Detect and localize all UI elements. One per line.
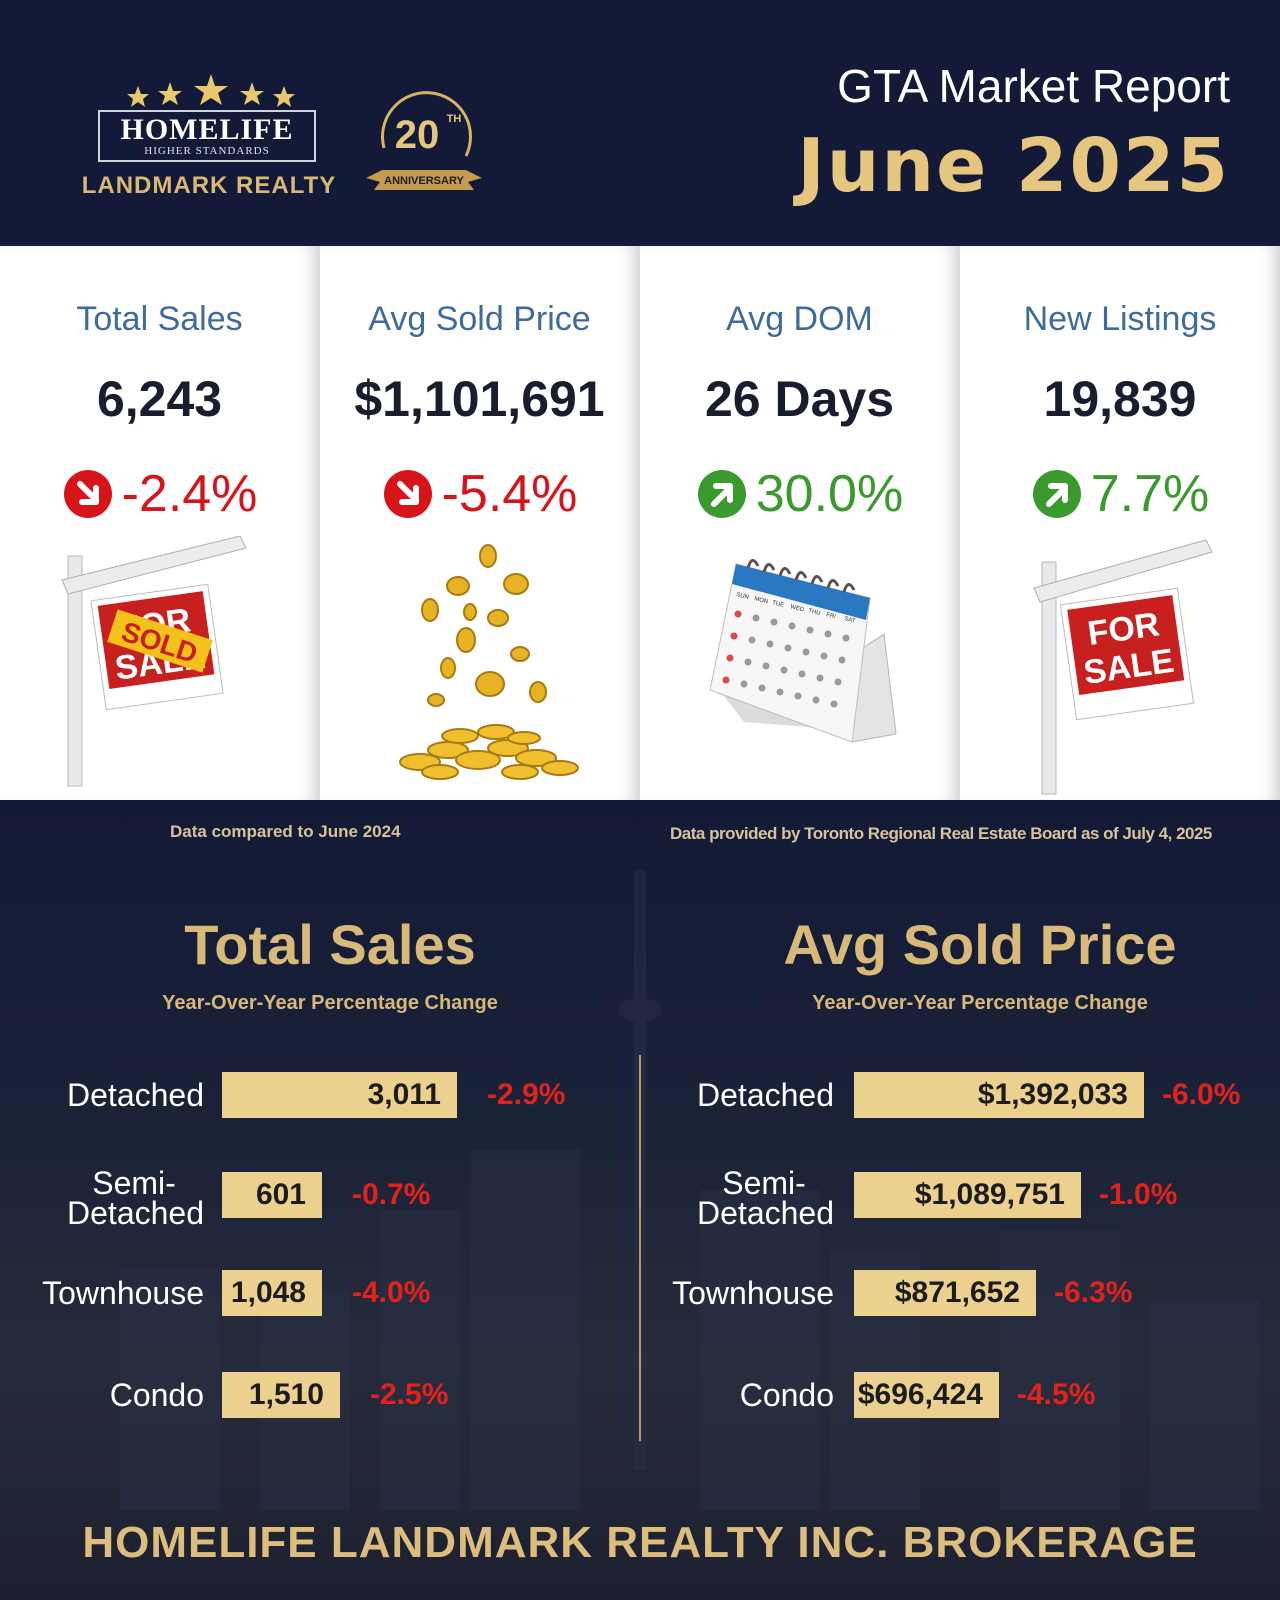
report-period: June 2025 bbox=[797, 123, 1230, 209]
bar-category-label: Semi- Detached bbox=[697, 1165, 834, 1231]
kpi-card-new-listings: New Listings 19,839 7.7% FOR SALE bbox=[960, 246, 1280, 800]
calendar-illustration: SUN MON TUE WED THU FRI SAT bbox=[709, 559, 897, 743]
kpi-label: Avg Sold Price bbox=[368, 300, 591, 338]
anniversary-label: ANNIVERSARY bbox=[384, 175, 464, 187]
sales-chart-subtitle: Year-Over-Year Percentage Change bbox=[162, 992, 498, 1014]
stars-icon bbox=[127, 74, 295, 107]
kpi-change: 30.0% bbox=[640, 464, 959, 524]
comparison-note: Data compared to June 2024 bbox=[170, 822, 401, 841]
bar: $1,089,751 bbox=[854, 1172, 1081, 1218]
report-title: GTA Market Report bbox=[837, 60, 1230, 112]
cal-day: WED bbox=[790, 604, 806, 613]
cal-day: SAT bbox=[844, 616, 857, 625]
homelife-logo: HOMELIFE HIGHER STANDARDS LANDMARK REALT… bbox=[64, 72, 354, 202]
gold-coins-illustration bbox=[399, 544, 579, 780]
bar-change-label: -6.0% bbox=[1162, 1078, 1241, 1111]
kpi-change-value: 30.0% bbox=[755, 465, 904, 523]
kpi-value: 19,839 bbox=[1043, 371, 1197, 427]
title-block: GTA Market Report June 2025 bbox=[710, 60, 1230, 212]
bar-category-label: Detached bbox=[697, 1077, 834, 1113]
bar-category-label: Townhouse bbox=[672, 1275, 834, 1311]
brokerage-footer: HOMELIFE LANDMARK REALTY INC. BROKERAGE bbox=[82, 1518, 1198, 1567]
bar: 3,011 bbox=[222, 1072, 457, 1118]
bar-category-label: Detached bbox=[67, 1077, 204, 1113]
kpi-change-value: -2.4% bbox=[121, 465, 258, 523]
bar-change-label: -0.7% bbox=[352, 1178, 431, 1211]
bar-change-label: -2.5% bbox=[370, 1378, 449, 1411]
cal-day: FRI bbox=[826, 612, 837, 620]
up-arrow-icon bbox=[1032, 470, 1081, 518]
bar-category-label: Condo bbox=[739, 1377, 834, 1413]
kpi-change-value: 7.7% bbox=[1090, 465, 1210, 523]
up-arrow-icon bbox=[697, 470, 746, 518]
bar-category-label: Condo bbox=[109, 1377, 204, 1413]
brand-box: HOMELIFE HIGHER STANDARDS bbox=[98, 110, 316, 162]
sales-chart-title: Total Sales bbox=[184, 913, 476, 976]
kpi-card-avg-dom: Avg DOM 26 Days 30.0% SUN MON TUE WED TH… bbox=[640, 246, 960, 800]
bar: $696,424 bbox=[854, 1372, 999, 1418]
kpi-label: Avg DOM bbox=[726, 300, 873, 338]
brand-tagline: HIGHER STANDARDS bbox=[144, 145, 270, 157]
bar: $871,652 bbox=[854, 1270, 1036, 1316]
bar: $1,392,033 bbox=[854, 1072, 1144, 1118]
cal-day: SUN bbox=[736, 592, 750, 601]
kpi-change: -2.4% bbox=[0, 464, 319, 524]
cal-day: TUE bbox=[772, 600, 785, 609]
price-chart-title: Avg Sold Price bbox=[783, 913, 1177, 976]
anniversary-suffix: TH bbox=[447, 113, 462, 125]
kpi-cards: Total Sales 6,243 -2.4% FOR SALE SOLD Av… bbox=[0, 246, 1280, 800]
bar: 1,048 bbox=[222, 1270, 322, 1316]
bar: 1,510 bbox=[222, 1372, 340, 1418]
for-sale-sign-illustration: FOR SALE bbox=[1033, 539, 1213, 795]
down-arrow-icon bbox=[383, 470, 432, 518]
anniversary-number: 20 bbox=[395, 113, 440, 157]
header: HOMELIFE HIGHER STANDARDS LANDMARK REALT… bbox=[0, 0, 1280, 244]
bar-change-label: -2.9% bbox=[487, 1078, 566, 1111]
brand-office: LANDMARK REALTY bbox=[81, 172, 337, 199]
brand-name: HOMELIFE bbox=[120, 113, 294, 146]
bar-change-label: -4.5% bbox=[1017, 1378, 1096, 1411]
chart-divider bbox=[639, 1055, 641, 1441]
anniversary-badge: 20 TH ANNIVERSARY bbox=[366, 91, 482, 190]
kpi-value: $1,101,691 bbox=[354, 371, 605, 427]
bar-change-label: -4.0% bbox=[352, 1276, 431, 1309]
kpi-value: 6,243 bbox=[96, 371, 223, 427]
sold-sign-illustration: FOR SALE SOLD bbox=[61, 536, 247, 787]
kpi-label: New Listings bbox=[1023, 300, 1217, 338]
bar-change-label: -1.0% bbox=[1099, 1178, 1178, 1211]
down-arrow-icon bbox=[63, 470, 112, 518]
kpi-change-value: -5.4% bbox=[441, 465, 578, 523]
cal-day: THU bbox=[808, 608, 821, 617]
source-note: Data provided by Toronto Regional Real E… bbox=[670, 824, 1212, 843]
price-chart-subtitle: Year-Over-Year Percentage Change bbox=[812, 992, 1148, 1014]
bar-change-label: -6.3% bbox=[1054, 1276, 1133, 1309]
bar-category-label: Townhouse bbox=[42, 1275, 204, 1311]
kpi-change: 7.7% bbox=[960, 464, 1280, 524]
kpi-card-avg-sold-price: Avg Sold Price $1,101,691 -5.4% bbox=[320, 246, 640, 800]
cal-day: MON bbox=[754, 596, 769, 605]
kpi-label: Total Sales bbox=[76, 300, 243, 338]
bar: 601 bbox=[222, 1172, 322, 1218]
bar-category-label: Semi- Detached bbox=[67, 1165, 204, 1231]
kpi-value: 26 Days bbox=[704, 371, 895, 427]
kpi-change: -5.4% bbox=[320, 464, 639, 524]
kpi-card-total-sales: Total Sales 6,243 -2.4% FOR SALE SOLD bbox=[0, 246, 320, 800]
